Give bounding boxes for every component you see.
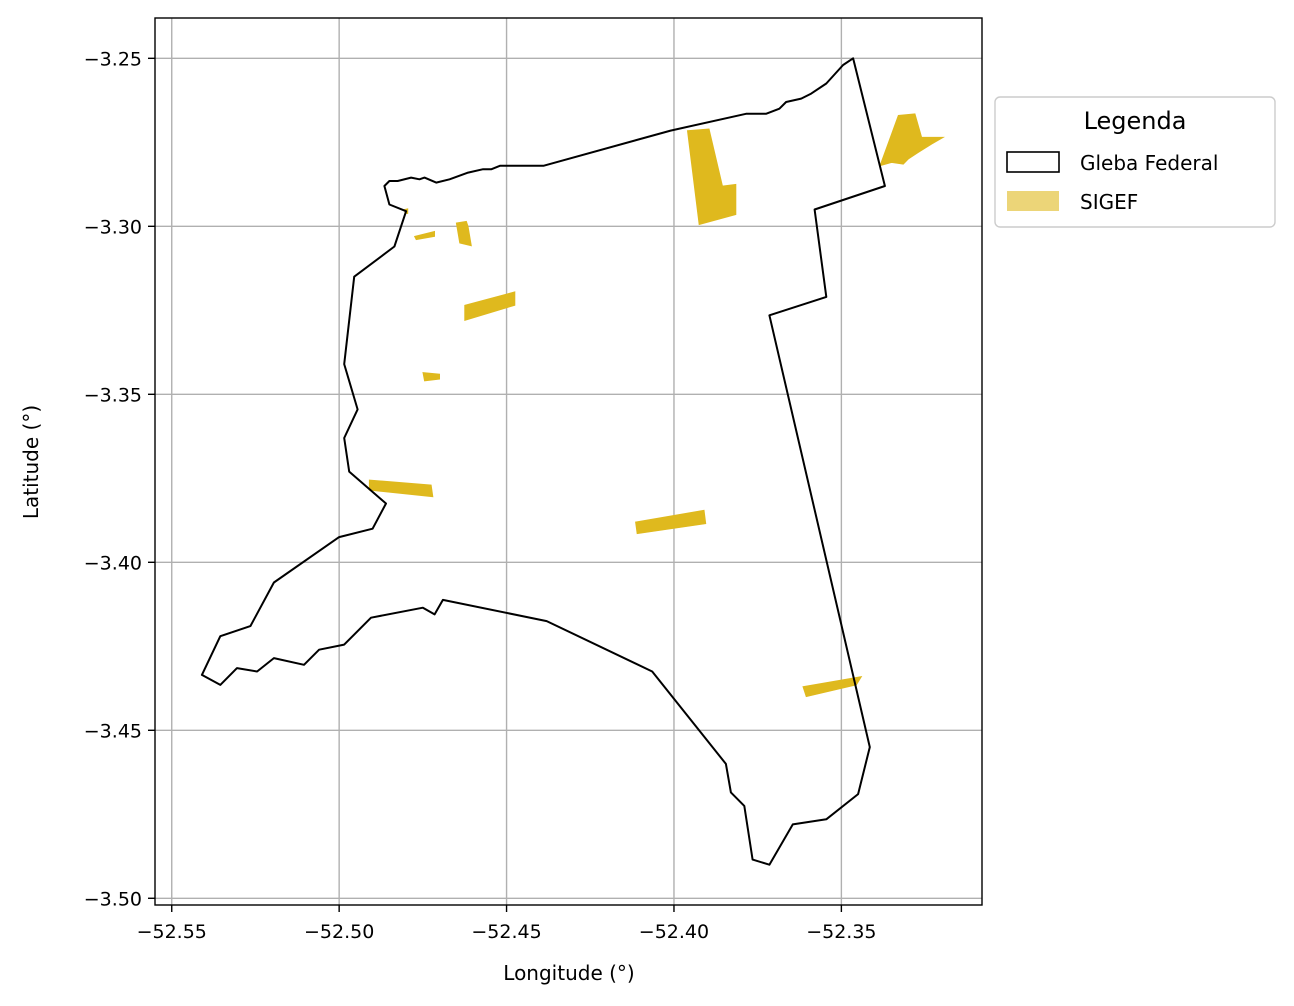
- x-axis-ticks: −52.55 −52.50 −52.45 −52.40 −52.35: [137, 905, 877, 943]
- x-tick-label: −52.45: [471, 921, 541, 943]
- sigef-parcel: [802, 675, 863, 698]
- x-tick-label: −52.40: [639, 921, 709, 943]
- gleba-federal-outline: [200, 57, 886, 866]
- sigef-parcel: [422, 372, 441, 382]
- sigef-parcel: [879, 113, 946, 167]
- y-axis-ticks: −3.25 −3.30 −3.35 −3.40 −3.45 −3.50: [84, 48, 155, 910]
- y-tick-label: −3.30: [84, 216, 142, 238]
- sigef-parcel: [413, 230, 436, 241]
- x-tick-label: −52.35: [806, 921, 876, 943]
- legend-label-gleba-federal: Gleba Federal: [1080, 151, 1218, 175]
- sigef-parcel: [635, 509, 707, 535]
- y-tick-label: −3.25: [84, 48, 142, 70]
- legend: Legenda Gleba Federal SIGEF: [994, 96, 1276, 228]
- y-tick-label: −3.35: [84, 384, 142, 406]
- gleba-federal-layer: [200, 57, 886, 866]
- y-tick-label: −3.50: [84, 888, 142, 910]
- legend-swatch-gleba-federal: [1006, 151, 1060, 173]
- legend-title: Legenda: [1084, 107, 1187, 135]
- sigef-parcel: [464, 291, 516, 321]
- y-tick-label: −3.45: [84, 720, 142, 742]
- y-tick-label: −3.40: [84, 552, 142, 574]
- legend-box: [994, 96, 1276, 228]
- sigef-parcel: [368, 479, 434, 498]
- y-axis-label: Latitude (°): [19, 405, 43, 519]
- legend-swatch-sigef: [1007, 191, 1059, 211]
- x-tick-label: −52.50: [304, 921, 374, 943]
- legend-label-sigef: SIGEF: [1080, 190, 1138, 214]
- sigef-parcel: [686, 128, 737, 226]
- x-tick-label: −52.55: [137, 921, 207, 943]
- plot-frame: [154, 17, 983, 906]
- x-axis-label: Longitude (°): [503, 961, 634, 985]
- sigef-parcel: [455, 220, 472, 247]
- sigef-parcels: [368, 113, 946, 698]
- plot-area: [155, 18, 982, 905]
